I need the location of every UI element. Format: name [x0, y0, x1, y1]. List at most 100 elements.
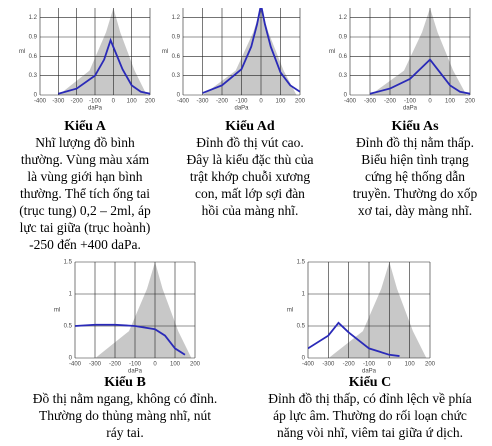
y-tick-label: 0: [177, 93, 181, 99]
x-tick-label: 0: [259, 99, 263, 105]
y-tick-label: 0.5: [297, 324, 306, 330]
x-tick-label: -100: [89, 99, 102, 105]
caption-line: trật khớp chuỗi xương: [190, 169, 310, 184]
panel-title: Kiểu Ad: [225, 119, 275, 134]
y-tick-label: 1.2: [172, 15, 181, 21]
caption-line: con, mất lớp sợi đàn: [195, 186, 305, 201]
x-tick-label: -200: [216, 99, 229, 105]
normal-region: [370, 8, 467, 95]
y-axis-label: ml: [19, 49, 25, 55]
x-tick-label: -400: [34, 99, 47, 105]
caption-line: cứng hệ thống dẫn: [365, 169, 465, 184]
caption-line: Nhĩ lượng đồ bình: [35, 135, 135, 150]
x-axis-label: daPa: [234, 106, 249, 112]
y-tick-label: 0.9: [29, 35, 38, 41]
y-tick-label: 0.6: [339, 54, 348, 60]
caption-line: Biểu hiện tình trạng: [361, 152, 469, 167]
caption-line: Đồ thị nằm ngang, không có đỉnh.: [33, 391, 217, 406]
curve: [369, 58, 470, 95]
y-tick-label: 1.5: [297, 260, 306, 266]
y-tick-label: 0.3: [29, 73, 38, 79]
y-tick-label: 0.6: [29, 54, 38, 60]
y-axis-label: ml: [162, 49, 168, 55]
x-tick-label: -400: [69, 362, 82, 368]
x-tick-label: -300: [89, 362, 102, 368]
x-tick-label: -200: [71, 99, 84, 105]
curve: [202, 8, 300, 94]
caption-line: ráy tai.: [106, 425, 143, 440]
caption-line: Đây là kiểu đặc thù của: [186, 152, 313, 167]
x-tick-label: -300: [322, 362, 335, 368]
caption-line: áp lực âm. Thường do rối loạn chức: [273, 408, 467, 423]
curve: [58, 37, 150, 95]
x-tick-label: -300: [196, 99, 209, 105]
y-axis-label: ml: [287, 308, 293, 314]
y-tick-label: 0: [302, 356, 306, 362]
y-tick-label: 0.6: [172, 54, 181, 60]
x-tick-label: 200: [190, 362, 201, 368]
panel-title: Kiểu A: [64, 119, 107, 134]
caption-line: thường. Thể tích ống tai: [20, 186, 150, 201]
x-tick-label: 200: [145, 99, 156, 105]
x-tick-label: -200: [109, 362, 122, 368]
x-tick-label: 200: [295, 99, 306, 105]
x-axis-label: daPa: [88, 106, 103, 112]
caption-line: (trục tung) 0,2 – 2ml, áp: [19, 203, 151, 218]
caption-line: lực tai giữa (trục hoành): [20, 220, 151, 235]
x-axis-label: daPa: [403, 106, 418, 112]
x-tick-label: -400: [302, 362, 315, 368]
caption-line: Thường do thủng màng nhĩ, nút: [39, 408, 211, 423]
y-tick-label: 0: [69, 356, 73, 362]
y-tick-label: 1: [69, 292, 73, 298]
x-tick-label: -200: [343, 362, 356, 368]
curve: [75, 323, 186, 356]
y-axis-label: ml: [329, 49, 335, 55]
y-tick-label: 1.2: [339, 15, 348, 21]
x-tick-label: 0: [153, 362, 157, 368]
x-tick-label: 0: [112, 99, 116, 105]
caption-line: thường. Vùng màu xám: [21, 152, 150, 167]
curve: [308, 321, 400, 357]
y-tick-label: 0: [34, 93, 38, 99]
x-tick-label: -400: [177, 99, 190, 105]
x-tick-label: -100: [129, 362, 142, 368]
x-tick-label: -300: [52, 99, 65, 105]
x-tick-label: 200: [425, 362, 436, 368]
x-axis-label: daPa: [128, 369, 143, 375]
y-tick-label: 1.5: [64, 260, 73, 266]
normal-region: [95, 262, 192, 358]
panel-title: Kiểu B: [104, 375, 146, 390]
y-tick-label: 0.5: [64, 324, 73, 330]
y-axis-label: ml: [54, 308, 60, 314]
y-tick-label: 1: [302, 292, 306, 298]
x-tick-label: -400: [344, 99, 357, 105]
x-tick-label: 100: [170, 362, 181, 368]
x-tick-label: 100: [405, 362, 416, 368]
caption-line: năng vòi nhĩ, viêm tai giữa ứ dịch.: [277, 425, 463, 440]
x-tick-label: 200: [465, 99, 476, 105]
y-tick-label: 0.3: [172, 73, 181, 79]
normal-region: [328, 262, 427, 358]
caption-line: truyền. Thường do xốp: [353, 186, 478, 201]
caption-line: Đỉnh đồ thị thấp, có đỉnh lệch về phía: [268, 391, 472, 406]
caption-line: -250 đến +400 daPa.: [29, 237, 141, 252]
caption-line: xơ tai, dày màng nhĩ.: [358, 203, 472, 218]
y-tick-label: 0: [344, 93, 348, 99]
caption-line: hồi của màng nhĩ.: [202, 203, 299, 218]
panel-title: Kiểu As: [391, 119, 439, 134]
x-tick-label: 0: [428, 99, 432, 105]
caption-line: là vùng giới hạn bình: [27, 169, 142, 184]
y-tick-label: 0.9: [172, 35, 181, 41]
x-tick-label: 100: [445, 99, 456, 105]
y-tick-label: 0.3: [339, 73, 348, 79]
x-axis-label: daPa: [362, 369, 377, 375]
x-tick-label: -100: [363, 362, 376, 368]
x-tick-label: 0: [388, 362, 392, 368]
x-tick-label: -100: [404, 99, 417, 105]
x-tick-label: 100: [275, 99, 286, 105]
y-tick-label: 0.9: [339, 35, 348, 41]
x-tick-label: -200: [384, 99, 397, 105]
x-tick-label: 100: [127, 99, 138, 105]
caption-line: Đỉnh đồ thị vút cao.: [196, 135, 304, 150]
